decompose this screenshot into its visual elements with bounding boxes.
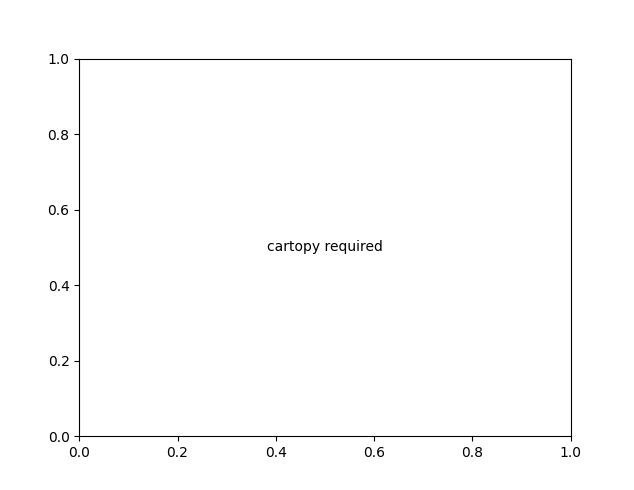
Text: cartopy required: cartopy required (267, 241, 383, 254)
